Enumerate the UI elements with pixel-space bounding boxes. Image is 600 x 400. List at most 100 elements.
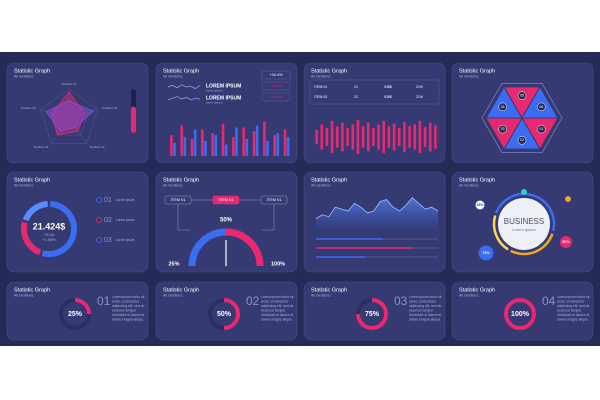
panel-subtitle: All mentions: [459,183,479,187]
donut-label: 100% [511,311,530,318]
bar [263,121,266,156]
panel-title: Statistic Graph [459,287,495,293]
hex-label: 06 [539,105,543,109]
panel-title: Statistic Graph [14,287,50,293]
panel-title: Statistic Graph [311,287,347,293]
bar [235,127,238,156]
body-text: adipiscing elit, sed do [261,304,294,308]
bar [252,131,256,156]
ring [494,192,556,232]
hex-badge [498,124,507,134]
body-text: amet, consectetur [112,299,140,303]
total: 21.424$ [33,221,66,231]
donut-value [356,298,388,330]
panel-title: Statistic Graph [163,287,199,293]
row-label: LOREM IPSUM [206,83,241,89]
panel-background [451,281,594,341]
item-box [164,195,192,205]
legend-number: 03 [104,237,112,244]
body-text: adipiscing elit, sed do [409,304,442,308]
panel-background [6,171,149,273]
bar [335,126,339,148]
bar [413,124,417,150]
body-text: Lorem ipsum dolor sit [261,295,293,299]
body-text: dolore magna aliqua. [112,317,144,321]
bar [214,135,218,156]
table-cell: 21% [416,95,423,99]
table-cell: 21% [416,85,423,89]
bar [392,123,396,151]
bar [341,122,344,152]
body-text: Lorem ipsum dolor sit [112,295,144,299]
bar [382,120,386,154]
gauge-rest [225,228,264,267]
bar [255,125,259,156]
ring [510,233,554,256]
panel-title: Statistic Graph [459,177,495,183]
bubble [478,245,494,261]
bubble [475,200,485,210]
bar [273,135,276,156]
center-subtitle: Lorem Ipsum [512,227,536,232]
panel-title: Statistic Graph [311,68,347,74]
body-text: eiusmod tempor [409,308,434,312]
body-text: Lorem ipsum dolor sit [409,295,441,299]
area [316,197,438,230]
number: 03 [394,294,408,308]
hex-label: 03 [501,127,505,131]
legend-text: Lorem ipsum [116,218,135,222]
table-cell: 938$ [384,85,392,89]
dot [565,196,571,202]
bar [283,129,287,156]
hex-badge [537,124,546,134]
bar [434,125,437,149]
sparkline [167,96,201,101]
table-cell: 21 [354,85,358,89]
bar [423,127,427,147]
hex-label: 02 [520,138,524,142]
bar [408,126,411,148]
donut-segment [21,221,42,256]
number: 01 [97,294,111,308]
bar [372,128,375,146]
item-label: ITEM 01 [218,197,234,202]
scale-label: 25% [168,261,179,267]
body-text: eiusmod tempor [261,308,286,312]
table-box [309,79,440,105]
hex-label: 01 [539,127,543,131]
badge [261,92,291,102]
legend-text: Lorem ipsum [116,198,135,202]
radar-grid [49,98,89,136]
connector [262,204,275,231]
bar [356,119,360,155]
item-label: ITEM 01 [170,197,186,202]
body-text: adipiscing elit, sed do [557,304,590,308]
body-text: dolore magna aliqua. [261,317,293,321]
badge-text: +34.4% [270,84,284,88]
number: 02 [246,294,260,308]
body-text: Lorem ipsum dolor sit [557,295,589,299]
radar-grid [59,108,79,128]
line [315,197,439,219]
bubble-label: 75% [482,251,490,255]
panel-subtitle: All mentions: [163,183,183,187]
bar [180,125,183,156]
hex-label: 05 [520,94,524,98]
change: +3.44 [44,232,55,237]
number: 04 [542,294,556,308]
hex-badge [517,136,527,145]
bar [330,120,334,154]
hex-segment [521,85,559,119]
bar [224,144,228,156]
donut-value [74,298,91,315]
center-title: BUSINESS [504,217,544,226]
radar-axis-label: Position 05 [21,106,36,110]
bar [201,129,204,156]
bar [204,140,207,156]
